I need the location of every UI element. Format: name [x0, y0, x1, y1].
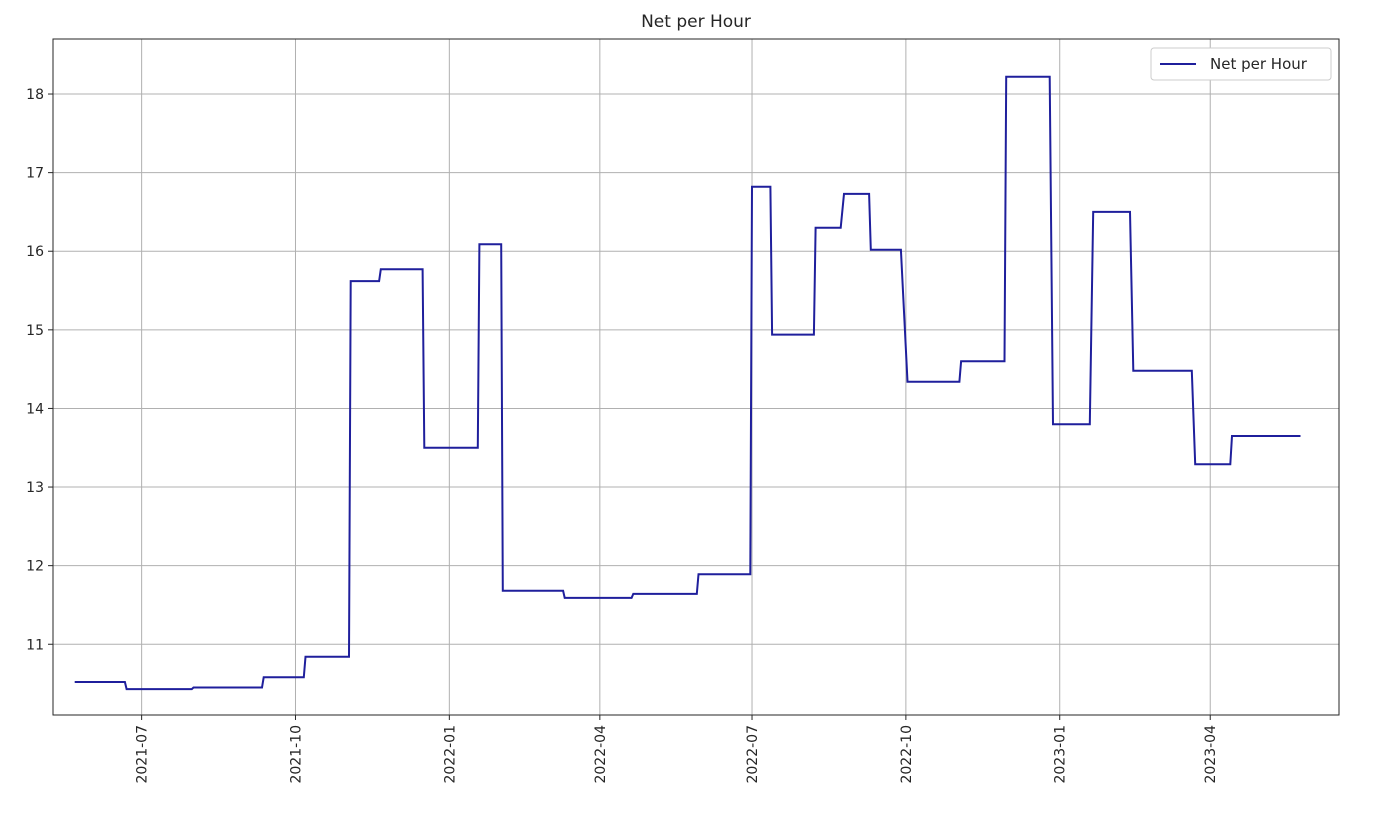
x-tick-label: 2022-07 — [745, 725, 761, 784]
y-axis: 11 12 13 14 15 16 17 18 — [26, 87, 53, 653]
x-tick-label: 2022-04 — [593, 725, 609, 784]
series-group — [74, 75, 1301, 691]
plot-area-frame — [52, 38, 1340, 716]
grid-lines — [53, 39, 1339, 715]
y-tick-label: 15 — [26, 323, 44, 339]
y-tick-label: 17 — [26, 166, 44, 182]
x-tick-label: 2021-07 — [135, 725, 151, 784]
series-line-net-per-hour — [74, 75, 1301, 691]
legend: Net per Hour — [1150, 47, 1332, 81]
x-tick-label: 2022-01 — [442, 725, 458, 784]
y-tick-label: 16 — [26, 244, 44, 260]
y-tick-label: 14 — [26, 401, 44, 417]
x-tick-label: 2023-04 — [1203, 725, 1219, 784]
y-tick-label: 12 — [26, 559, 44, 575]
x-tick-label: 2023-01 — [1053, 725, 1069, 784]
x-tick-label: 2021-10 — [288, 725, 304, 784]
x-axis: 2021-07 2021-10 2022-01 2022-04 2022-07 2022-… — [135, 715, 1219, 784]
y-tick-label: 11 — [26, 637, 44, 653]
y-tick-label: 18 — [26, 87, 44, 103]
x-tick-label: 2022-10 — [899, 725, 915, 784]
chart-title: Net per Hour — [641, 12, 751, 32]
legend-series-label: Net per Hour — [1210, 55, 1308, 73]
legend-box — [1150, 47, 1332, 81]
y-tick-label: 13 — [26, 480, 44, 496]
